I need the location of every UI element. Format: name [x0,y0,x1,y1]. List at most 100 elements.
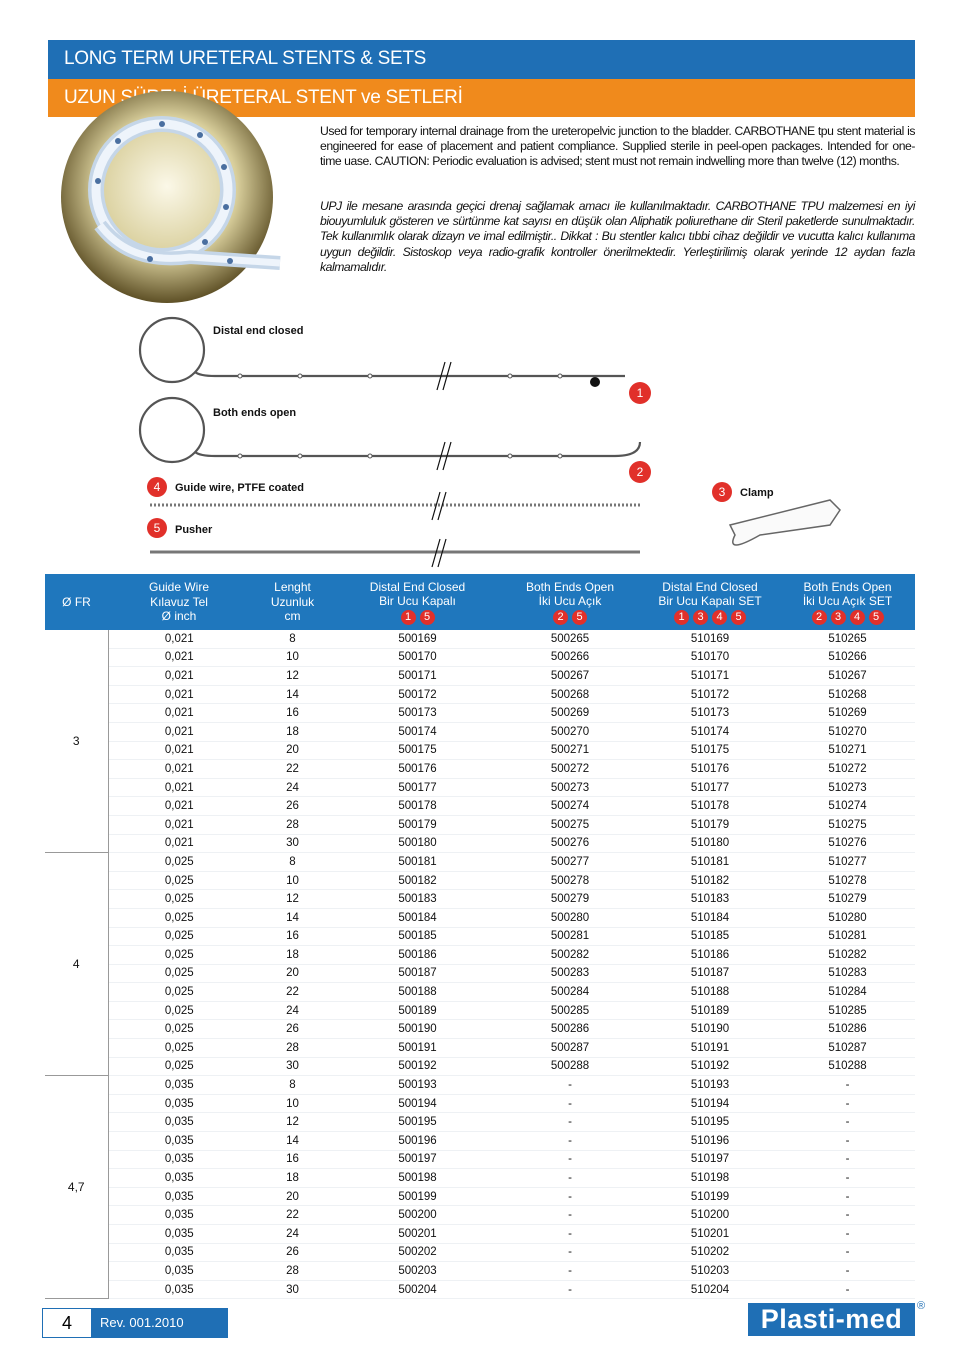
table-row: 0,021 10 500170 500266 510170 510266 [45,648,915,668]
table-row: 0,021 14 500172 500268 510172 510268 [45,685,915,705]
table-cell: 0,025 [108,908,250,928]
header-line: Kılavuz Tel [150,594,208,609]
table-cell: 500186 [335,945,500,965]
table-cell: 10 [250,871,335,891]
table-cell: 0,035 [108,1150,250,1170]
header-badge: 5 [868,609,884,625]
table-cell: 500265 [500,630,640,649]
table-row: 0,035 22 500200-510200- [45,1205,915,1225]
table-cell: 0,021 [108,648,250,668]
table-cell: 500199 [335,1187,500,1207]
table-row: 0,025 12 500183 500279 510183 510279 [45,889,915,909]
logo: Plasti-med [748,1303,915,1336]
table-cell: 0,025 [108,871,250,891]
table-cell: - [780,1075,915,1095]
header-badge: 3 [830,609,846,625]
table-cell: 0,021 [108,834,250,854]
table-cell: 500204 [335,1280,500,1300]
table-cell: 30 [250,1057,335,1077]
table-cell: 500189 [335,1001,500,1021]
table-cell: 0,021 [108,759,250,779]
table-cell: 26 [250,1243,335,1263]
table-row: 0,021 28 500179 500275 510179 510275 [45,815,915,835]
table-cell: 8 [250,1075,335,1095]
table-cell: 500279 [500,889,640,909]
table-cell: 0,035 [108,1168,250,1188]
table-cell: 0,025 [108,964,250,984]
table-row: 0,025 18 500186 500282 510186 510282 [45,945,915,965]
table-cell: 500178 [335,796,500,816]
header-line: Bir Ucu Kapalı [379,594,456,608]
title-bar-en: LONG TERM URETERAL STENTS & SETS [48,40,915,79]
table-cell: 26 [250,796,335,816]
header-line: Uzunluk [270,594,315,609]
table-cell: - [780,1187,915,1207]
table-cell: 500193 [335,1075,500,1095]
table-cell: 0,025 [108,982,250,1002]
table-cell: - [780,1261,915,1281]
table-cell: - [780,1224,915,1244]
column-header: Ø FR [45,574,108,630]
badge: 2 [637,465,644,479]
table-cell: 510276 [780,834,915,854]
table-cell: 500202 [335,1243,500,1263]
table-cell: - [500,1112,640,1133]
table-cell: 510174 [640,722,780,742]
table-cell: 0,021 [108,630,250,649]
table-cell: 500191 [335,1038,500,1058]
table-cell: 500170 [335,648,500,668]
table-cell: 30 [250,1280,335,1300]
table-cell: 14 [250,1131,335,1151]
table-cell: 500203 [335,1261,500,1281]
table-cell: 500190 [335,1019,500,1040]
table-cell: 28 [250,1038,335,1058]
header-badge: 4 [849,609,865,625]
table-cell: 510169 [640,630,780,649]
table-cell: 500192 [335,1057,500,1077]
table-cell: 500183 [335,889,500,909]
table-cell: 0,021 [108,815,250,835]
table-cell: 500287 [500,1038,640,1058]
revision: Rev. 001.2010 [92,1308,228,1338]
table-cell: 500270 [500,722,640,742]
table-cell: 0,035 [108,1224,250,1244]
column-header: Lenght Uzunluk cm [250,574,335,630]
table-cell: 18 [250,722,335,742]
table-cell: - [780,1243,915,1263]
header-badge: 2 [553,609,568,625]
table-row: 0,035 26 500202-510202- [45,1243,915,1263]
table-cell: 500268 [500,685,640,705]
table-cell: 500280 [500,908,640,928]
description-en: Used for temporary internal drainage fro… [320,124,915,169]
table-cell: 510196 [640,1131,780,1151]
table-cell: 510195 [640,1112,780,1133]
table-cell: 0,025 [108,1038,250,1058]
table-cell: 0,021 [108,741,250,761]
table-cell: 16 [250,703,335,723]
column-header: Distal End Closed Bir Ucu Kapalı SET 1 3 4 5 [640,574,780,630]
table-cell: 500276 [500,834,640,854]
table-cell: 500283 [500,964,640,984]
table-cell: 500271 [500,741,640,761]
table-cell: 0,035 [108,1131,250,1151]
table-cell: 510191 [640,1038,780,1058]
table-cell: 510199 [640,1187,780,1207]
table-cell: 500177 [335,778,500,798]
table-cell: 0,035 [108,1075,250,1095]
badge: 5 [154,521,161,535]
header-badge: 1 [674,609,689,625]
table-cell: 20 [250,964,335,984]
table-cell: - [500,1224,640,1244]
column-header: Both Ends Open İki Ucu Açık 2 5 [500,574,640,630]
fr-size: 3 [45,630,109,854]
column-header: Guide Wire Kılavuz Tel Ø inch [108,574,250,630]
table-row: 0,021 26 500178 500274 510178 510274 [45,796,915,816]
table-cell: 510180 [640,834,780,854]
table-cell: - [780,1280,915,1300]
table-cell: 510177 [640,778,780,798]
table-cell: 500274 [500,796,640,816]
table-row: 0,035 28 500203-510203- [45,1261,915,1281]
both-label: Both ends open [213,407,296,419]
